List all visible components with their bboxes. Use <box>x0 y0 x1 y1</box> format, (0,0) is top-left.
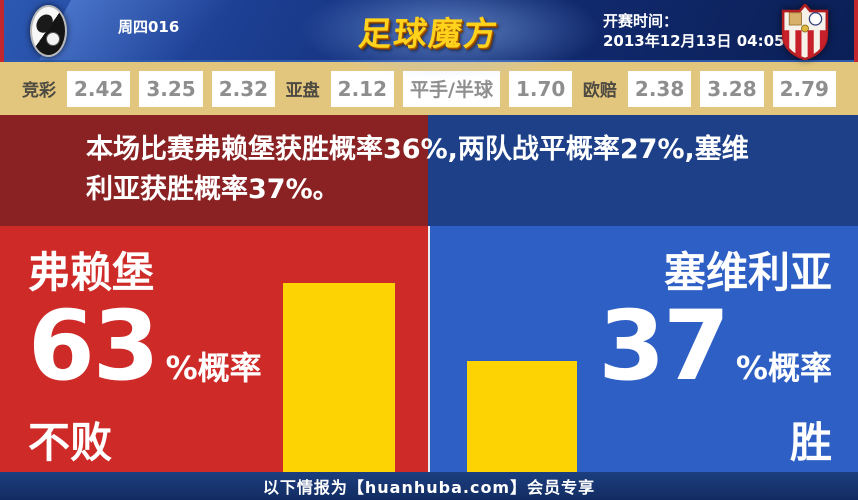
kickoff-time-label: 开赛时间： <box>603 12 679 30</box>
home-outcome-label: 不败 <box>28 418 113 467</box>
freiburg-crest-icon <box>30 5 67 57</box>
odds-group-yapan: 亚盘 2.12 平手/半球 1.70 <box>285 70 573 107</box>
header-bar: 周四016 足球魔方 开赛时间： 2013年12月13日 04:05 <box>0 0 858 80</box>
home-panel-text: 弗赖堡 63 %概率 不败 <box>28 248 262 470</box>
away-team-name: 塞维利亚 <box>663 248 832 297</box>
yapan-label: 亚盘 <box>285 81 320 101</box>
away-percent-suffix: %概率 <box>735 349 832 387</box>
summary-band-blue-half <box>428 115 858 226</box>
header-left-red-edge <box>0 0 4 62</box>
brand-logo: 足球魔方 <box>356 7 501 55</box>
oupei-draw-odds: 3.28 <box>700 70 764 107</box>
probability-summary-band: 本场比赛弗赖堡获胜概率36%,两队战平概率27%,塞维利亚获胜概率37%。 <box>0 115 858 226</box>
odds-bar: 竞彩 2.42 3.25 2.32 亚盘 2.12 平手/半球 1.70 欧赔 … <box>0 62 858 115</box>
jingcai-draw-odds: 3.25 <box>139 70 203 107</box>
match-number-label: 周四016 <box>118 18 180 36</box>
panel-divider <box>428 226 430 472</box>
home-probability-bar <box>283 283 395 472</box>
probability-summary-text: 本场比赛弗赖堡获胜概率36%,两队战平概率27%,塞维利亚获胜概率37%。 <box>86 134 749 205</box>
kickoff-time: 开赛时间： 2013年12月13日 04:05 <box>603 11 784 51</box>
home-percent-suffix: %概率 <box>165 349 262 387</box>
header-right-red-edge <box>854 0 858 62</box>
home-team-name: 弗赖堡 <box>28 248 155 297</box>
oupei-label: 欧赔 <box>582 81 617 101</box>
away-panel: 塞维利亚 37 %概率 胜 <box>430 226 858 472</box>
jingcai-label: 竞彩 <box>22 81 56 101</box>
probability-chart: 弗赖堡 63 %概率 不败 塞维利亚 37 %概率 胜 <box>0 226 858 472</box>
jingcai-away-odds: 2.32 <box>211 70 276 107</box>
summary-band-red-half <box>0 115 428 226</box>
footer-text: 以下情报为【huanhuba.com】会员专享 <box>262 478 596 497</box>
away-panel-text: 塞维利亚 37 %概率 胜 <box>598 248 832 470</box>
sevilla-crest-icon <box>781 4 829 60</box>
away-outcome-label: 胜 <box>789 418 832 467</box>
home-percent-value: 63 <box>28 290 160 402</box>
away-probability-bar <box>467 361 577 472</box>
odds-group-jingcai: 竞彩 2.42 3.25 2.32 <box>22 70 276 107</box>
away-percent-value: 37 <box>598 290 730 402</box>
kickoff-time-value: 2013年12月13日 04:05 <box>603 32 785 50</box>
footer-bar: 以下情报为【huanhuba.com】会员专享 <box>0 472 858 500</box>
home-panel: 弗赖堡 63 %概率 不败 <box>0 226 428 472</box>
odds-group-oupei: 欧赔 2.38 3.28 2.79 <box>582 70 836 107</box>
brand-logo-text: 足球魔方 <box>356 14 501 53</box>
oupei-home-odds: 2.38 <box>627 70 692 107</box>
oupei-away-odds: 2.79 <box>772 70 836 107</box>
away-percent-row: 37 %概率 <box>598 298 832 416</box>
home-percent-row: 63 %概率 <box>28 298 262 416</box>
jingcai-home-odds: 2.42 <box>67 70 131 107</box>
